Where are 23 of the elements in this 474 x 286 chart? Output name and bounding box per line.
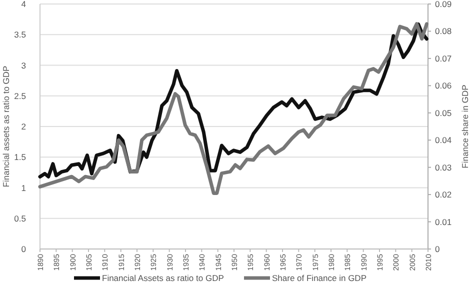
y-tick-label: 4 (21, 0, 26, 9)
y-tick-label: 0 (21, 244, 26, 254)
y-tick-label: 3 (21, 60, 26, 70)
y2-tick-label: 0.03 (435, 162, 452, 172)
y-tick-label: 2 (21, 122, 26, 132)
y2-tick-label: 0 (435, 244, 440, 254)
y-axis-title: Financial assets as ratio to GDP (1, 65, 11, 188)
y-tick-label: 1 (21, 182, 26, 193)
y2-axis-title: Finance share in GDP (460, 84, 470, 168)
y2-tick-label: 0.02 (435, 190, 452, 200)
y-tick-label: 0.5 (14, 213, 26, 224)
y2-tick-label: 0.01 (435, 216, 452, 227)
y-tick-label: 2.5 (14, 90, 26, 101)
y-tick-label: 1.5 (14, 152, 26, 162)
y2-tick-label: 0.08 (435, 26, 452, 36)
legend-label: Share of Finance in GDP (272, 273, 367, 283)
y2-tick-label: 0.06 (435, 80, 452, 91)
y-tick-label: 3.5 (14, 30, 26, 40)
y2-tick-label: 0.07 (435, 53, 452, 64)
y2-tick-label: 0.05 (435, 108, 452, 118)
y2-tick-label: 0.09 (435, 0, 452, 9)
legend-label: Financial Assets as ratio to GDP (102, 273, 224, 283)
y2-tick-label: 0.04 (435, 135, 452, 146)
